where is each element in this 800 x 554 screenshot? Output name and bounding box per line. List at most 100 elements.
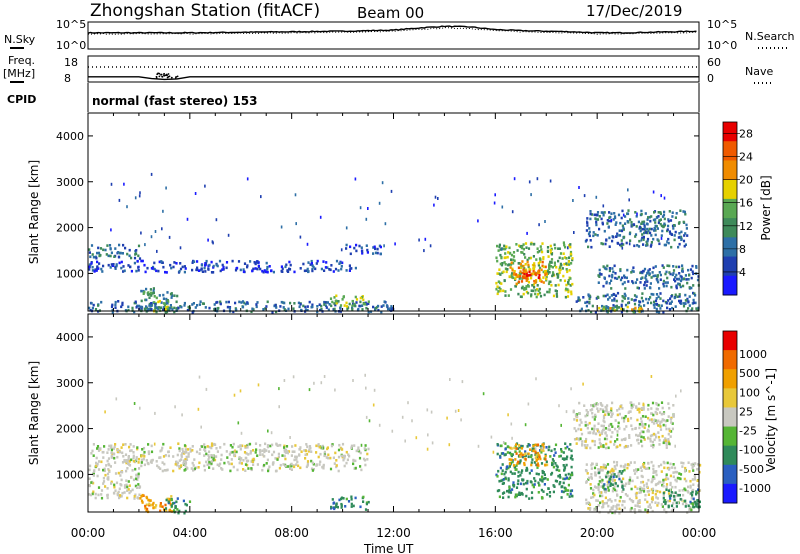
data-cell	[525, 481, 528, 485]
data-cell	[518, 272, 521, 275]
data-cell	[665, 270, 668, 274]
data-cell	[178, 447, 181, 450]
data-cell	[92, 474, 95, 477]
data-cell	[595, 221, 598, 224]
data-cell	[644, 212, 647, 215]
data-cell	[100, 489, 104, 492]
data-cell	[191, 445, 194, 448]
data-cell	[595, 223, 598, 227]
colorbar-tick-label: 12	[739, 220, 753, 233]
data-cell	[203, 454, 206, 457]
data-cell	[330, 444, 334, 448]
data-cell	[677, 282, 680, 286]
data-cell	[688, 304, 691, 307]
data-cell	[233, 393, 236, 397]
data-cell	[638, 303, 641, 307]
data-cell	[687, 268, 690, 272]
data-cell	[590, 476, 593, 479]
data-cell	[140, 495, 143, 498]
data-cell	[612, 306, 615, 310]
data-cell	[363, 447, 366, 450]
data-cell	[360, 246, 363, 249]
data-cell	[563, 486, 566, 490]
colorbar-segment	[723, 445, 737, 466]
data-cell	[664, 439, 667, 442]
data-cell	[308, 445, 312, 448]
data-cell	[682, 210, 685, 213]
y-tick-label: 1000	[56, 468, 84, 481]
data-cell	[336, 505, 339, 509]
data-cell	[651, 434, 654, 437]
data-cell	[222, 268, 225, 271]
data-cell	[602, 414, 606, 418]
data-cell	[603, 502, 606, 505]
data-cell	[659, 480, 662, 484]
data-cell	[112, 263, 115, 266]
data-cell	[660, 401, 664, 404]
data-cell	[623, 274, 626, 278]
data-cell	[565, 262, 568, 265]
data-cell	[643, 231, 646, 235]
data-cell	[114, 303, 117, 307]
data-cell	[691, 307, 694, 310]
data-cell	[497, 469, 500, 473]
data-cell	[546, 463, 549, 467]
data-cell	[265, 449, 268, 452]
data-cell	[619, 243, 622, 247]
data-cell	[158, 294, 161, 297]
data-cell	[100, 460, 103, 464]
data-cell	[565, 287, 568, 291]
data-cell	[502, 452, 505, 455]
data-cell	[508, 465, 511, 468]
data-cell	[145, 459, 148, 462]
data-cell	[511, 453, 514, 456]
data-cell	[542, 270, 545, 274]
data-cell	[623, 276, 626, 279]
data-cell	[581, 440, 584, 443]
data-cell	[148, 502, 151, 506]
data-cell	[563, 465, 566, 469]
data-cell	[295, 455, 298, 459]
data-cell	[242, 270, 245, 273]
data-cell	[663, 217, 666, 221]
data-cell	[635, 468, 638, 471]
data-cell	[310, 262, 313, 265]
data-cell	[516, 275, 519, 278]
data-cell	[510, 453, 513, 456]
data-cell	[660, 194, 662, 198]
data-cell	[637, 220, 640, 224]
data-cell	[509, 288, 513, 291]
data-cell	[657, 424, 660, 427]
data-cell	[627, 209, 630, 212]
data-cell	[321, 444, 324, 448]
data-cell	[335, 504, 338, 507]
data-cell	[264, 442, 267, 446]
data-cell	[165, 310, 169, 314]
data-cell	[620, 307, 623, 311]
data-cell	[287, 307, 290, 311]
data-cell	[184, 458, 187, 461]
data-cell	[544, 273, 547, 277]
data-cell	[513, 177, 516, 181]
data-cell	[239, 268, 242, 272]
data-cell	[279, 305, 282, 308]
data-cell	[591, 462, 594, 466]
data-cell	[610, 506, 613, 509]
data-cell	[640, 435, 643, 439]
data-cell	[97, 251, 101, 255]
data-cell	[555, 266, 558, 269]
data-cell	[266, 265, 269, 269]
data-cell	[548, 288, 551, 291]
data-cell	[348, 454, 351, 458]
data-cell	[164, 310, 167, 314]
data-cell	[652, 274, 655, 278]
data-cell	[238, 461, 241, 465]
data-cell	[157, 466, 160, 469]
data-cell	[525, 494, 528, 498]
data-cell	[133, 497, 136, 500]
data-cell	[343, 464, 346, 468]
data-cell	[503, 256, 506, 260]
data-cell	[165, 469, 168, 472]
data-cell	[350, 505, 353, 508]
data-cell	[89, 493, 93, 497]
